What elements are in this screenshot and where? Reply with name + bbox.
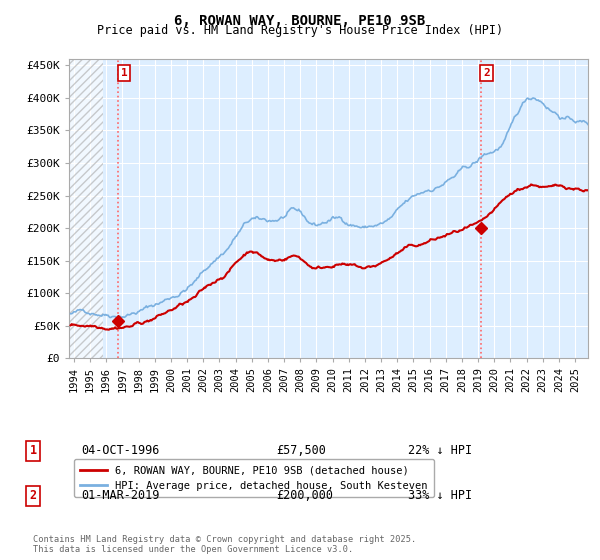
Text: 22% ↓ HPI: 22% ↓ HPI <box>408 444 472 458</box>
Text: 33% ↓ HPI: 33% ↓ HPI <box>408 489 472 502</box>
Text: 6, ROWAN WAY, BOURNE, PE10 9SB: 6, ROWAN WAY, BOURNE, PE10 9SB <box>175 14 425 28</box>
Text: 04-OCT-1996: 04-OCT-1996 <box>81 444 160 458</box>
Text: Contains HM Land Registry data © Crown copyright and database right 2025.
This d: Contains HM Land Registry data © Crown c… <box>33 535 416 554</box>
Text: £57,500: £57,500 <box>276 444 326 458</box>
Text: 2: 2 <box>483 68 490 78</box>
Text: 2: 2 <box>29 489 37 502</box>
Text: 1: 1 <box>29 444 37 458</box>
Text: 1: 1 <box>121 68 127 78</box>
Text: 01-MAR-2019: 01-MAR-2019 <box>81 489 160 502</box>
Text: £200,000: £200,000 <box>276 489 333 502</box>
Legend: 6, ROWAN WAY, BOURNE, PE10 9SB (detached house), HPI: Average price, detached ho: 6, ROWAN WAY, BOURNE, PE10 9SB (detached… <box>74 459 434 497</box>
Text: Price paid vs. HM Land Registry's House Price Index (HPI): Price paid vs. HM Land Registry's House … <box>97 24 503 37</box>
